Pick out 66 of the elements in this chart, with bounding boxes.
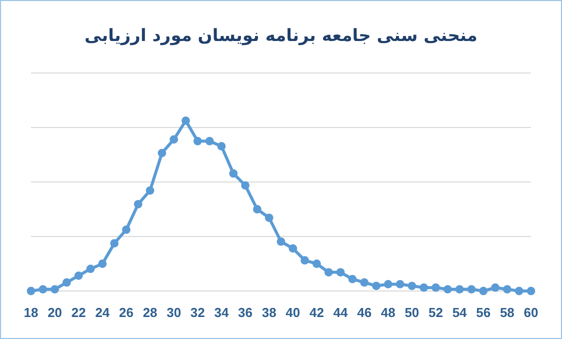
point	[443, 285, 452, 294]
point	[324, 268, 333, 276]
x-tick-label: 34	[214, 305, 230, 320]
point	[372, 282, 380, 290]
x-tick-label: 20	[48, 305, 62, 320]
point	[62, 278, 71, 287]
point	[110, 239, 119, 248]
point	[288, 244, 298, 253]
x-tick-label: 28	[142, 305, 158, 320]
point	[526, 286, 536, 296]
x-tick-label: 46	[357, 305, 372, 320]
point	[241, 181, 250, 190]
point	[348, 274, 357, 284]
point	[479, 286, 488, 296]
x-tick-label: 60	[524, 305, 538, 320]
point	[229, 169, 238, 178]
x-tick-label: 48	[380, 305, 396, 320]
point	[158, 148, 166, 158]
point	[408, 282, 416, 290]
x-tick-label: 54	[452, 305, 468, 320]
x-tick-label: 42	[309, 305, 324, 320]
x-tick-label: 24	[95, 305, 110, 320]
point	[26, 286, 36, 296]
point	[300, 256, 310, 265]
point	[491, 283, 500, 292]
point	[276, 237, 286, 246]
point	[50, 285, 60, 294]
x-tick-label: 44	[333, 305, 349, 320]
x-tick-label: 50	[404, 305, 420, 320]
point	[252, 205, 262, 214]
point	[182, 116, 190, 125]
point	[122, 225, 130, 234]
point	[86, 264, 95, 274]
point	[502, 285, 512, 294]
x-tick-label: 58	[500, 305, 514, 320]
point	[384, 280, 392, 288]
point	[134, 200, 142, 208]
point	[74, 271, 83, 280]
point	[38, 285, 48, 294]
point	[360, 278, 369, 287]
point	[312, 260, 321, 268]
x-tick-label: 40	[286, 305, 300, 320]
x-tick-label: 30	[166, 305, 182, 320]
x-tick-label: 22	[71, 305, 86, 320]
point	[514, 286, 524, 296]
point	[146, 186, 154, 195]
chart-title: منحنی سنی جامعه برنامه نویسان مورد ارزیابی	[84, 26, 478, 46]
point	[432, 283, 440, 292]
point	[193, 136, 202, 146]
x-tick-label: 36	[238, 305, 253, 320]
x-tick-label: 52	[428, 305, 443, 320]
x-tick-label: 38	[262, 305, 276, 320]
point	[170, 135, 178, 144]
point	[264, 214, 274, 222]
point	[98, 260, 107, 268]
point	[467, 285, 476, 294]
point	[205, 136, 214, 146]
point	[396, 280, 404, 288]
point	[336, 268, 345, 276]
point	[217, 142, 226, 150]
x-tick-label: 18	[24, 305, 38, 320]
point	[455, 285, 464, 294]
x-tick-label: 56	[476, 305, 491, 320]
x-tick-label: 32	[190, 305, 205, 320]
x-tick-label: 26	[119, 305, 134, 320]
point	[420, 283, 428, 292]
